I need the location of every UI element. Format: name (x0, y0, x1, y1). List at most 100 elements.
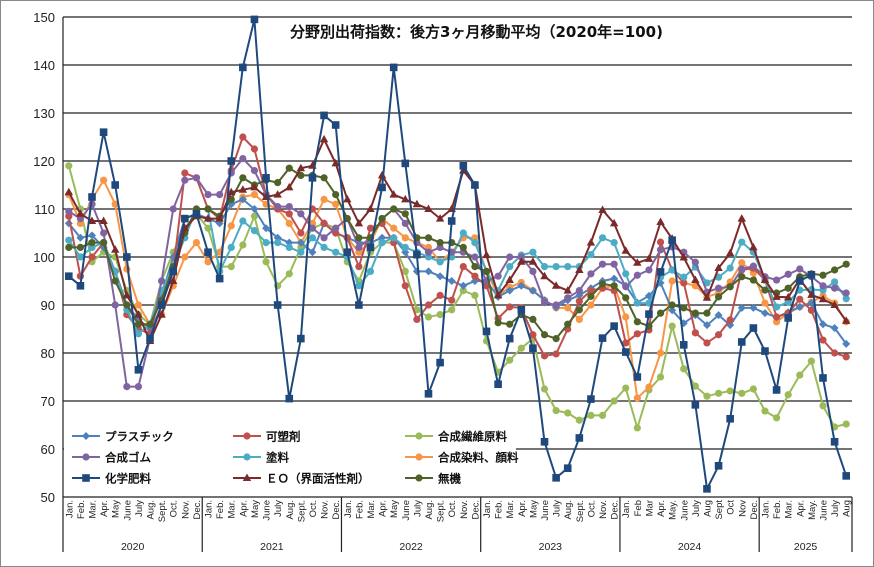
data-point (285, 394, 294, 403)
data-point (250, 145, 259, 153)
data-point (517, 257, 526, 265)
data-point (297, 334, 305, 343)
data-point (749, 276, 757, 284)
data-point (506, 303, 514, 311)
data-point (529, 267, 537, 275)
data-point (703, 392, 711, 400)
data-point (772, 414, 781, 422)
data-point (227, 263, 235, 271)
data-point (784, 391, 792, 399)
data-point (749, 262, 757, 270)
data-point (807, 270, 816, 279)
data-point (100, 176, 108, 184)
data-point (819, 271, 827, 279)
data-point (552, 407, 560, 415)
data-point (749, 385, 757, 393)
data-point (297, 248, 305, 256)
data-point (564, 263, 572, 271)
data-point (842, 353, 850, 361)
data-point (401, 243, 409, 251)
data-point (134, 383, 143, 391)
x-tick-label: Sept. (157, 500, 168, 522)
data-point (609, 218, 619, 227)
x-tick-label: Dec. (610, 500, 621, 520)
data-point (320, 195, 328, 203)
data-point (818, 320, 827, 329)
data-point (343, 215, 351, 223)
data-point (390, 205, 398, 213)
data-point (331, 158, 340, 167)
data-point (830, 349, 839, 357)
data-point (157, 301, 166, 309)
data-point (401, 159, 410, 168)
y-tick-label: 80 (41, 346, 55, 361)
data-point (714, 311, 723, 320)
data-point (401, 219, 409, 227)
data-point (622, 283, 630, 291)
data-point (633, 373, 642, 381)
data-point (552, 263, 560, 271)
data-point (459, 287, 467, 295)
data-point (377, 170, 387, 179)
data-point (610, 239, 618, 247)
data-point (262, 239, 270, 247)
x-tick-label: Oct. (169, 500, 180, 517)
data-point (575, 315, 583, 323)
data-point (308, 248, 317, 257)
data-point (111, 277, 119, 285)
x-tick-label: May. (807, 500, 818, 520)
data-point (447, 217, 456, 225)
data-point (436, 272, 445, 281)
x-tick-label: Apr. (378, 500, 389, 517)
data-point (274, 203, 282, 211)
x-tick-label: Aug. (424, 500, 435, 520)
x-tick-label: Aug (842, 500, 853, 517)
data-point (494, 272, 502, 280)
data-point (435, 214, 445, 222)
data-point (471, 253, 479, 261)
x-tick-label: Feb. (354, 500, 365, 519)
data-point (436, 258, 444, 266)
legend-label: 化学肥料 (105, 472, 151, 486)
data-point (529, 331, 537, 339)
data-point (598, 260, 607, 268)
year-label: 2020 (121, 541, 145, 553)
legend-item: 無機 (405, 472, 461, 486)
data-point (506, 263, 514, 271)
data-point (610, 397, 618, 405)
data-point (587, 287, 595, 295)
data-point (714, 293, 723, 301)
data-point (88, 253, 96, 261)
data-point (564, 294, 572, 302)
data-point (285, 210, 293, 218)
legend-marker (82, 432, 90, 440)
data-point (656, 309, 665, 317)
data-point (575, 416, 583, 424)
data-point (517, 281, 526, 290)
data-point (134, 301, 143, 309)
legend-marker (415, 474, 423, 482)
data-point (540, 299, 549, 307)
data-point (308, 234, 317, 242)
data-point (88, 193, 96, 201)
data-point (517, 253, 525, 261)
data-point (424, 267, 433, 276)
legend-marker (242, 473, 252, 481)
y-axis: 50 60 70 80 90 100 110 120 130 140 150 (33, 10, 55, 505)
x-tick-label: May. (668, 500, 679, 520)
legend-marker (243, 453, 251, 461)
data-point (737, 214, 746, 222)
y-tick-label: 90 (41, 298, 55, 313)
x-tick-label: Jan. (621, 500, 632, 518)
data-point (656, 217, 665, 225)
data-point (413, 315, 421, 323)
x-tick-label: Feb. (494, 500, 505, 519)
data-point (297, 210, 305, 218)
data-point (192, 239, 201, 247)
data-point (355, 243, 363, 251)
data-point (250, 182, 259, 191)
data-point (819, 402, 827, 410)
data-point (424, 390, 433, 398)
data-point (714, 462, 723, 470)
data-point (726, 387, 734, 395)
